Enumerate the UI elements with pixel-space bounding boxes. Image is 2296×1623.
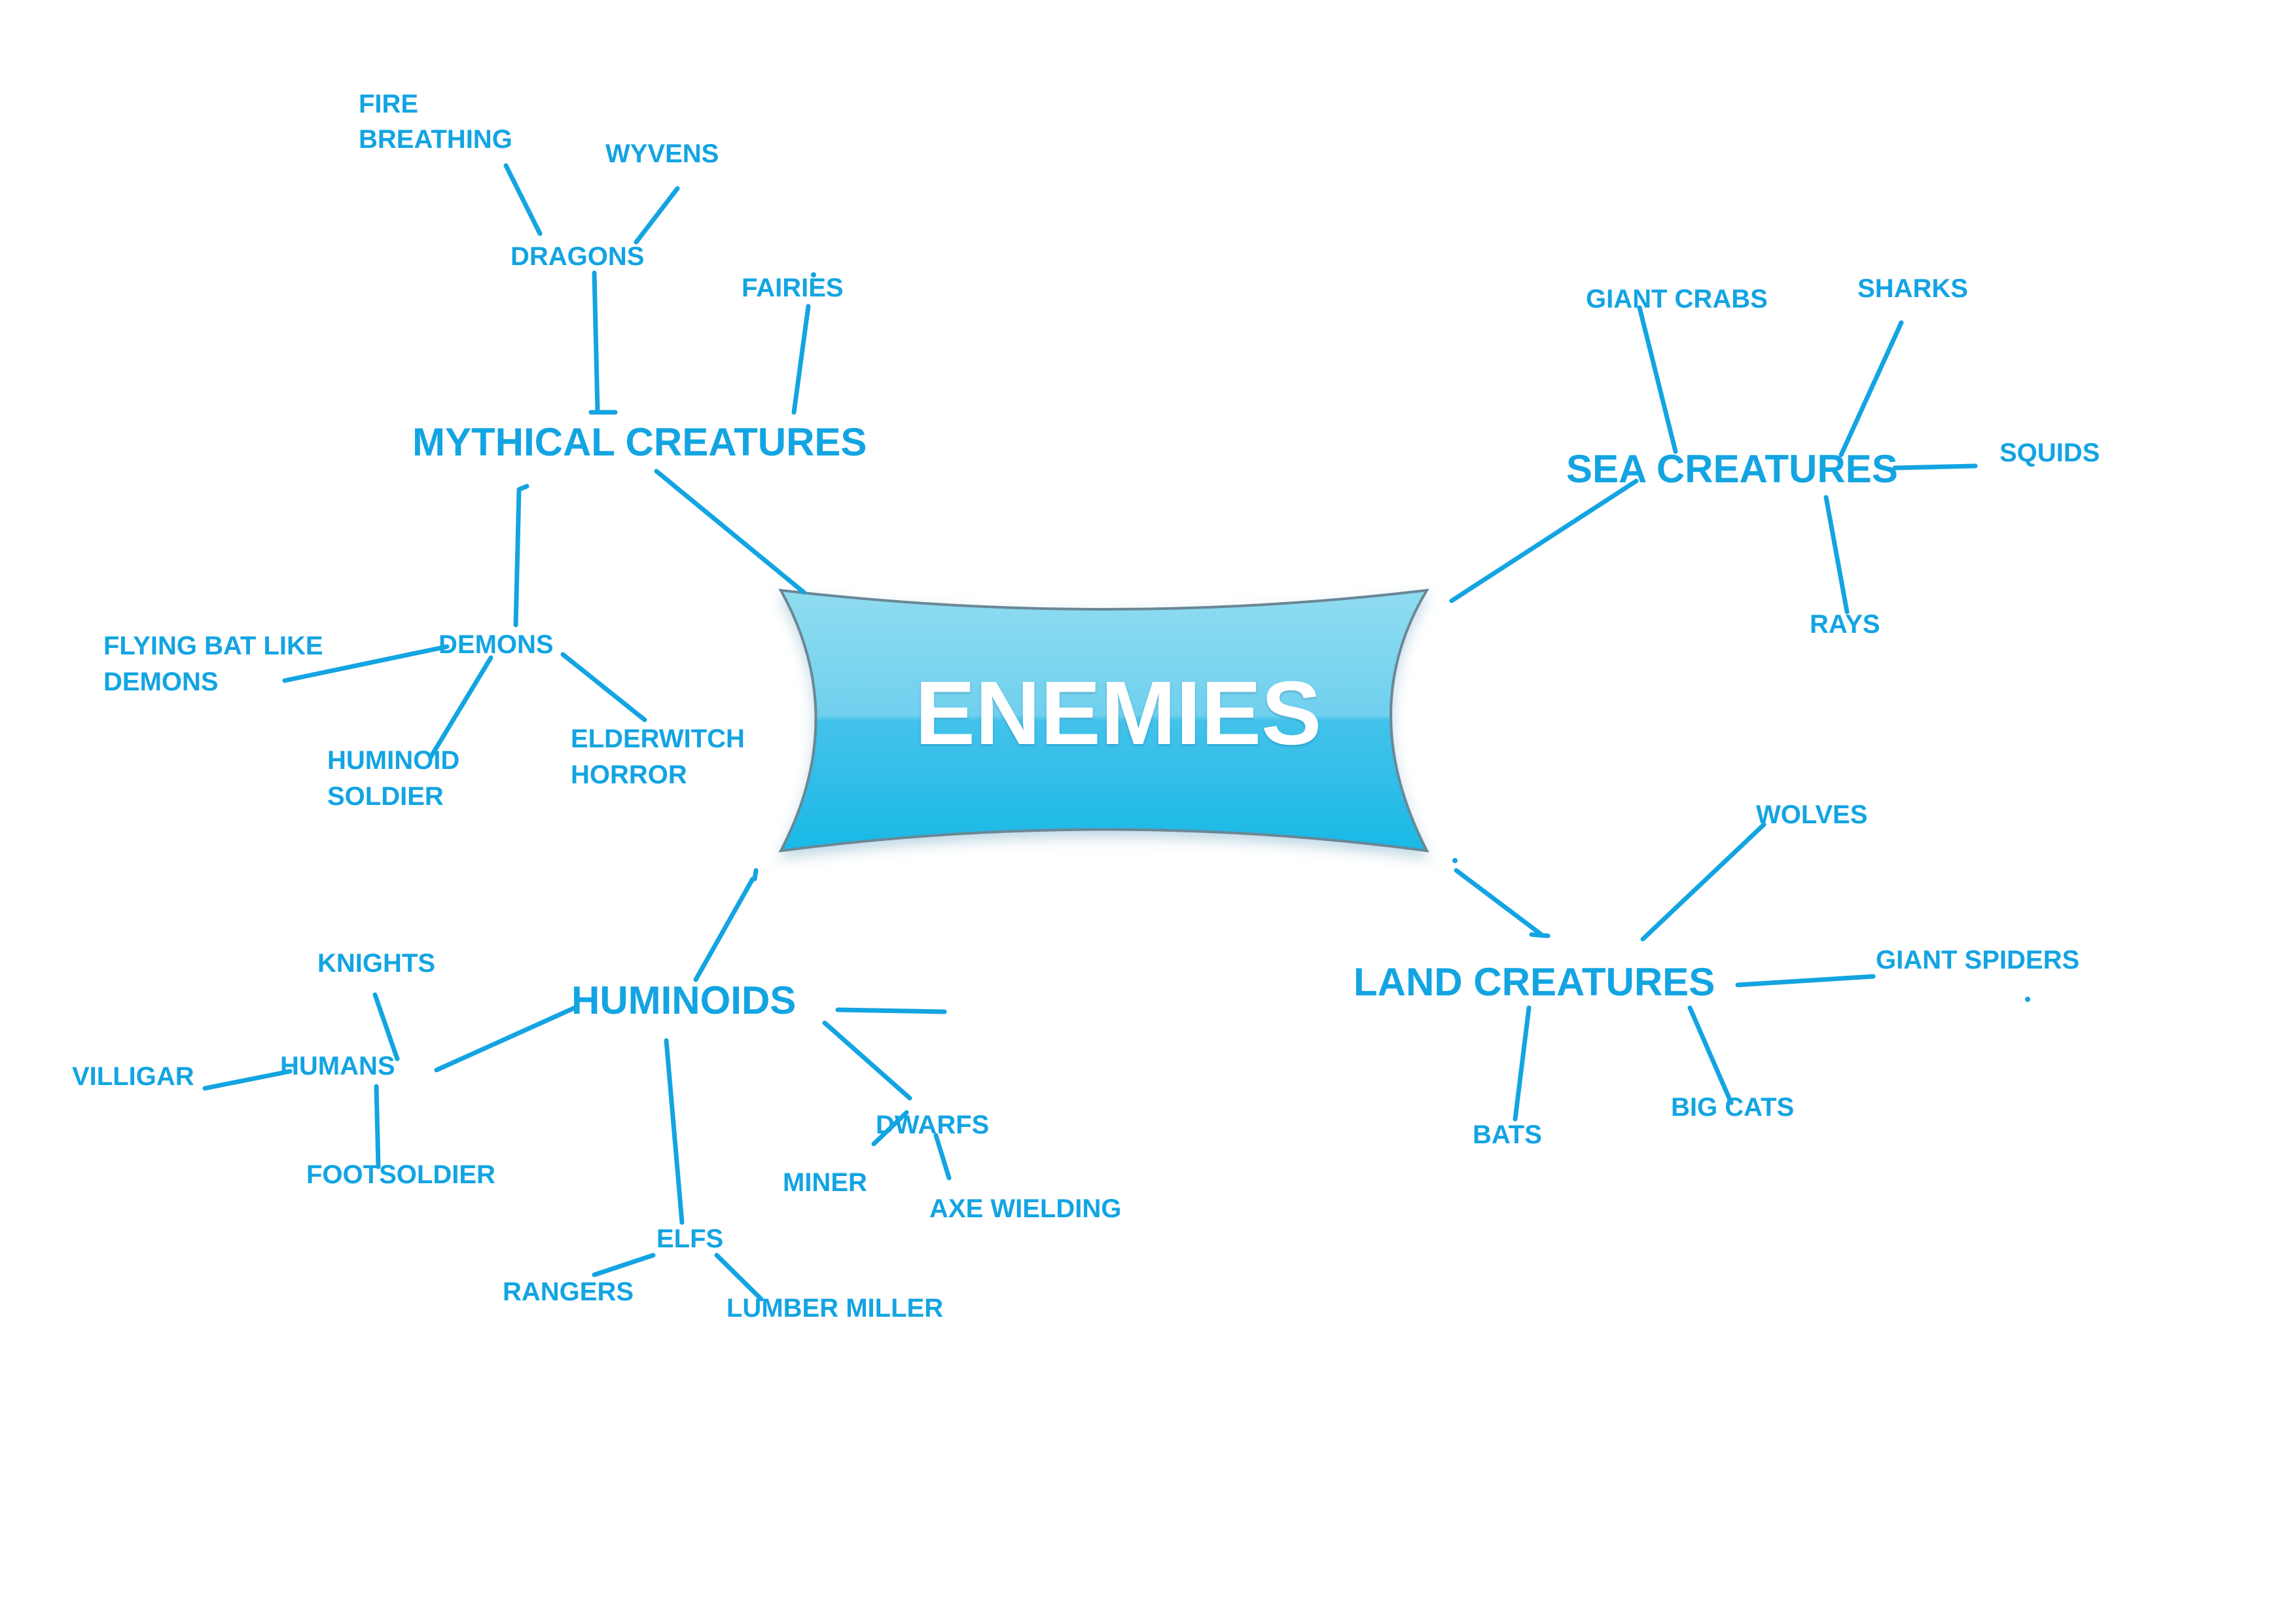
connector-giantcrabs-sea (1637, 305, 1678, 454)
connector-mythical-center (654, 469, 806, 595)
fire-breathing-label-line1: FIRE (359, 90, 419, 118)
connector-bigcats-land (1687, 1005, 1734, 1105)
elfs-label: ELFS (656, 1224, 724, 1253)
connector-giantspiders-land (1735, 974, 1876, 988)
connector-demons-tick (516, 484, 529, 492)
connector-humans-huminoids (434, 1005, 577, 1073)
connector-rangers-elfs (592, 1253, 656, 1277)
stray-dot-fairies (811, 272, 816, 277)
center-banner-shape (778, 588, 1429, 853)
flying-bat-label-line1: FLYING BAT LIKE (103, 632, 323, 660)
sharks-label: SHARKS (1857, 274, 1968, 303)
connector-bats-land (1513, 1005, 1532, 1122)
land-creatures-title: LAND CREATURES (1354, 960, 1715, 1004)
connector-fairies-mythical (791, 304, 811, 415)
connector-squids-sea (1892, 463, 1978, 471)
fairies-label: FAIRIES (742, 274, 844, 302)
connector-lumbermiller-elfs (714, 1253, 764, 1302)
connector-elderwitch-demons (560, 652, 647, 722)
connector-demons-mythical (513, 487, 522, 628)
axe-wielding-label: AXE WIELDING (929, 1194, 1122, 1223)
huminoid-soldier-label-line1: HUMINOID (327, 746, 460, 775)
connector-villigar-humans (202, 1069, 293, 1091)
elderwitch-horror-label-line1: ELDERWITCH (571, 724, 745, 753)
demons-label: DEMONS (439, 630, 554, 659)
squids-label: SQUIDS (2000, 438, 2100, 467)
flying-bat-label-line2: DEMONS (103, 668, 219, 696)
connector-dwarfs-huminoids (822, 1020, 912, 1101)
giant-crabs-label: GIANT CRABS (1586, 285, 1768, 313)
rangers-label: RANGERS (503, 1277, 634, 1306)
elderwitch-horror-label-line2: HORROR (571, 760, 687, 789)
knights-label: KNIGHTS (317, 949, 435, 978)
dragons-label: DRAGONS (511, 242, 645, 271)
huminoids-title: HUMINOIDS (571, 978, 797, 1022)
connector-land-center (1454, 868, 1544, 937)
giant-spiders-label: GIANT SPIDERS (1876, 946, 2080, 974)
humans-label: HUMANS (280, 1052, 395, 1080)
big-cats-label: BIG CATS (1671, 1093, 1795, 1122)
footsoldier-label: FOOTSOLDIER (306, 1160, 495, 1189)
bats-label: BATS (1473, 1120, 1542, 1149)
connector-wyvens-dragons (634, 186, 680, 245)
connector-wolves-land (1640, 822, 1767, 942)
dwarfs-label: DWARFS (876, 1111, 990, 1139)
fire-breathing-label-line2: BREATHING (359, 125, 512, 154)
stray-dot-spiders (2025, 997, 2030, 1002)
connector-huminoids-center (752, 868, 759, 882)
mythical-creatures-title: MYTHICAL CREATURES (412, 420, 867, 464)
rays-label: RAYS (1810, 610, 1880, 639)
connector-huminoidsoldier-demons (428, 655, 493, 760)
center-title: ENEMIES (915, 663, 1322, 764)
sea-creatures-title: SEA CREATURES (1566, 447, 1898, 491)
connector-land-tick (1529, 932, 1551, 938)
connector-miner-dwarfs (871, 1110, 909, 1147)
connector-rays-sea (1823, 495, 1850, 615)
connector-knights-humans (372, 992, 400, 1061)
connector-fire-dragons (503, 163, 543, 236)
connector-sharks-sea (1839, 320, 1904, 457)
connector-elfs-huminoids (664, 1038, 685, 1225)
villigar-label: VILLIGAR (72, 1062, 194, 1091)
connector-axewielding-dwarfs (933, 1133, 952, 1181)
connector-flyingbat-demons (282, 644, 450, 683)
lumber-miller-label: LUMBER MILLER (726, 1294, 944, 1323)
connector-sea-center (1449, 478, 1639, 603)
miner-label: MINER (783, 1168, 867, 1197)
connector-huminoids-center-2 (693, 876, 755, 982)
wyvens-label: WYVENS (605, 139, 719, 168)
huminoid-soldier-label-line2: SOLDIER (327, 782, 444, 811)
connector-footsoldier-humans (374, 1084, 381, 1169)
connector-dragons-mythical (592, 270, 600, 414)
wolves-label: WOLVES (1756, 800, 1868, 829)
connector-huminoids-right-stub (835, 1007, 947, 1014)
stray-dot-land (1452, 858, 1458, 863)
